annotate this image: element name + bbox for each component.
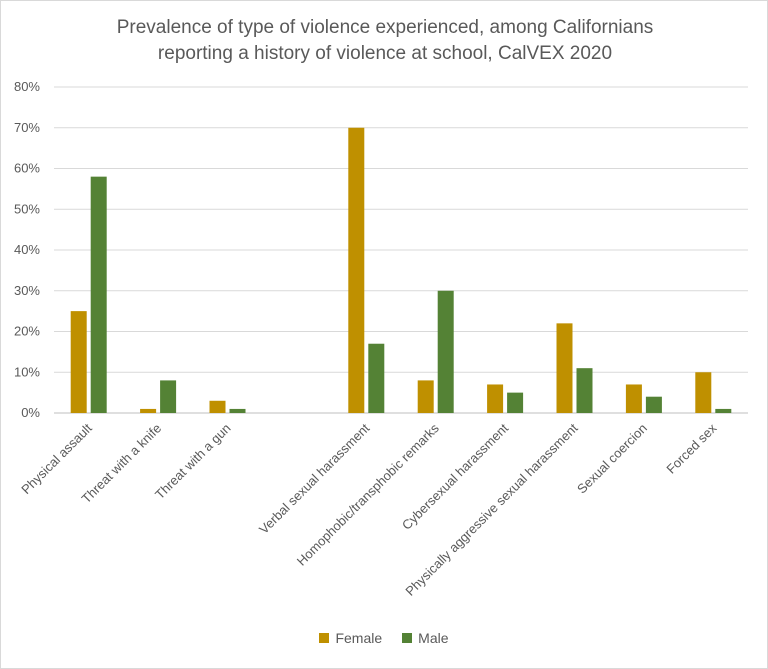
y-tick-label: 40%	[14, 242, 40, 257]
y-tick-label: 30%	[14, 283, 40, 298]
x-tick-label: Physical assault	[18, 420, 95, 497]
bar-male	[507, 392, 524, 413]
x-tick-label: Verbal sexual harassment	[256, 420, 373, 537]
bar-female	[140, 408, 157, 413]
legend-swatch-female	[319, 633, 330, 643]
x-tick-label: Sexual coercion	[574, 421, 650, 497]
bar-female	[487, 384, 504, 413]
legend-swatch-male	[402, 633, 413, 643]
bar-female	[625, 384, 642, 413]
x-tick-label: Threat with a gun	[152, 421, 234, 503]
y-tick-label: 50%	[14, 201, 40, 216]
chart-title-line-2: reporting a history of violence at schoo…	[157, 43, 613, 64]
chart-title-line-1: Prevalence of type of violence experienc…	[116, 17, 654, 38]
bar-male	[576, 368, 593, 413]
bar-female	[348, 127, 365, 413]
y-tick-label: 70%	[14, 120, 40, 135]
y-tick-label: 10%	[14, 364, 40, 379]
bar-female	[417, 380, 434, 413]
bar-female	[209, 400, 226, 413]
bar-male	[160, 380, 177, 413]
bar-female	[70, 311, 87, 413]
chart-title: Prevalence of type of violence experienc…	[41, 15, 729, 67]
bar-male	[715, 408, 732, 413]
bar-male	[229, 408, 246, 413]
legend-label-female: Female	[335, 630, 383, 646]
legend-item-male: Male	[402, 630, 449, 646]
y-tick-label: 0%	[21, 405, 40, 420]
legend-item-female: Female	[319, 630, 382, 646]
bar-male	[437, 290, 454, 413]
x-tick-label: Forced sex	[663, 420, 719, 476]
bar-male	[368, 343, 385, 413]
bar-female	[695, 372, 712, 413]
legend-label-male: Male	[418, 630, 449, 646]
legend: Female Male	[0, 630, 768, 646]
bar-male	[645, 396, 662, 413]
x-tick-label: Homophobic/transphobic remarks	[294, 420, 442, 568]
bar-male	[90, 176, 107, 413]
bar-female	[556, 323, 573, 413]
y-tick-label: 20%	[14, 324, 40, 339]
y-tick-label: 60%	[14, 161, 40, 176]
y-tick-label: 80%	[14, 79, 40, 94]
